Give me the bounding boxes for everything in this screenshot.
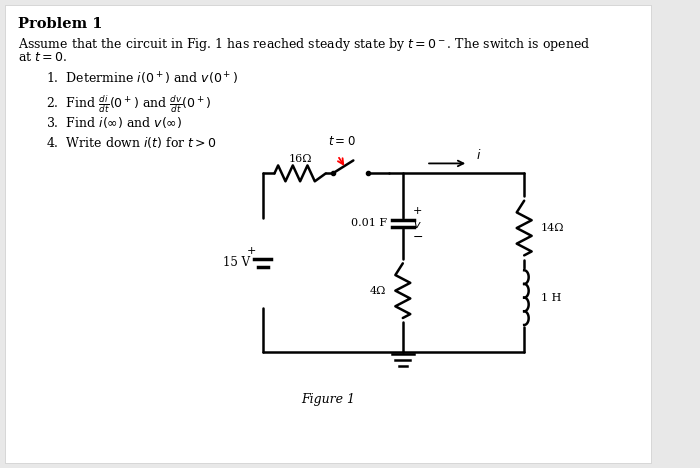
Text: 1.  Determine $i(0^+)$ and $v(0^+)$: 1. Determine $i(0^+)$ and $v(0^+)$ bbox=[46, 71, 238, 87]
Text: 2.  Find $\frac{di}{dt}(0^+)$ and $\frac{dv}{dt}(0^+)$: 2. Find $\frac{di}{dt}(0^+)$ and $\frac{… bbox=[46, 93, 212, 115]
Text: 14Ω: 14Ω bbox=[541, 223, 564, 233]
Text: Problem 1: Problem 1 bbox=[18, 17, 103, 31]
Text: 1 H: 1 H bbox=[541, 292, 561, 303]
Text: 0.01 F: 0.01 F bbox=[351, 218, 387, 228]
Text: +: + bbox=[413, 206, 422, 216]
Text: at $t = 0$.: at $t = 0$. bbox=[18, 51, 68, 64]
Text: −: − bbox=[412, 230, 423, 243]
Text: $i$: $i$ bbox=[475, 148, 481, 162]
Text: +: + bbox=[247, 246, 256, 256]
Text: 3.  Find $i(\infty)$ and $v(\infty)$: 3. Find $i(\infty)$ and $v(\infty)$ bbox=[46, 115, 183, 130]
Text: Figure 1: Figure 1 bbox=[301, 393, 355, 405]
Text: 4.  Write down $i(t)$ for $t > 0$: 4. Write down $i(t)$ for $t > 0$ bbox=[46, 135, 217, 150]
Text: $v$: $v$ bbox=[414, 220, 422, 230]
Text: Assume that the circuit in Fig. 1 has reached steady state by $t = 0^-$. The swi: Assume that the circuit in Fig. 1 has re… bbox=[18, 36, 591, 53]
Text: 16Ω: 16Ω bbox=[288, 154, 312, 164]
Text: $t = 0$: $t = 0$ bbox=[328, 134, 356, 147]
FancyBboxPatch shape bbox=[5, 5, 651, 463]
Text: 15 V: 15 V bbox=[223, 256, 250, 269]
Text: 4Ω: 4Ω bbox=[370, 285, 386, 296]
